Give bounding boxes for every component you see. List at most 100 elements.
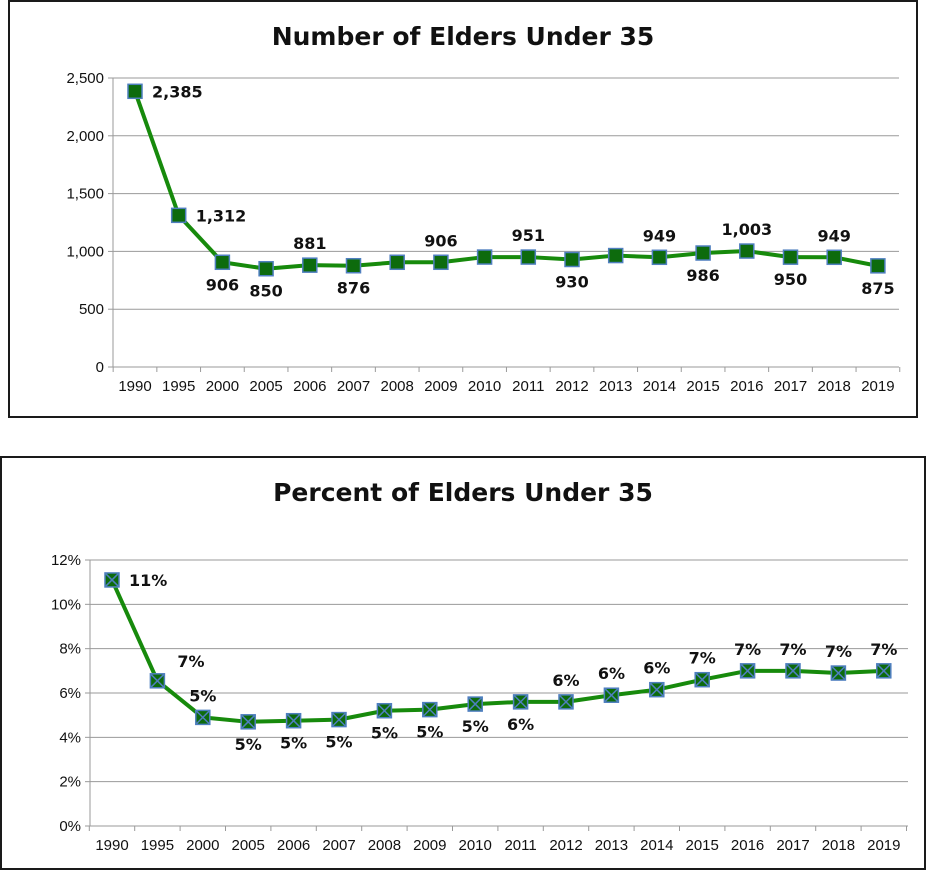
x-tick-label: 2018	[818, 378, 851, 395]
chart-title-percent: Percent of Elders Under 35	[273, 478, 653, 507]
data-label: 7%	[177, 652, 204, 671]
x-tick-label: 2007	[322, 837, 355, 854]
data-point-cross	[830, 665, 846, 681]
data-point-cross	[649, 682, 665, 698]
data-label: 881	[293, 234, 326, 253]
y-tick-label: 500	[79, 301, 104, 318]
x-tick-label: 2009	[424, 378, 457, 395]
y-tick-label: 0	[96, 359, 104, 376]
data-label: 906	[206, 275, 239, 294]
x-tick-label: 2019	[867, 837, 900, 854]
data-point	[739, 243, 755, 259]
data-label: 5%	[325, 733, 352, 752]
series-line	[110, 579, 884, 724]
x-tick-label: 2012	[549, 837, 582, 854]
data-point-cross	[513, 694, 529, 710]
data-point	[520, 249, 537, 265]
data-label: 5%	[371, 724, 398, 743]
x-tick-label: 2011	[512, 378, 544, 395]
y-tick-label: 1,500	[66, 186, 104, 203]
data-label: 7%	[734, 640, 761, 659]
data-point-cross	[331, 712, 347, 728]
data-point	[302, 257, 318, 273]
x-tick-label: 2007	[337, 378, 370, 395]
data-label: 7%	[689, 649, 716, 668]
x-tick-label: 2015	[686, 837, 719, 854]
data-point	[651, 249, 668, 266]
series-line	[133, 90, 879, 271]
data-point	[695, 245, 711, 261]
data-point-cross	[876, 663, 892, 679]
y-tick-label: 8%	[59, 641, 81, 658]
data-point-cross	[376, 703, 392, 719]
y-tick-label: 1,000	[66, 243, 104, 260]
data-label: 7%	[825, 642, 852, 661]
data-point	[607, 247, 624, 264]
data-label: 850	[249, 282, 282, 301]
y-tick-label: 2,000	[66, 128, 104, 145]
x-tick-label: 2011	[504, 837, 536, 854]
chart-title-number: Number of Elders Under 35	[271, 22, 655, 51]
data-label: 930	[555, 272, 588, 291]
data-label: 5%	[280, 734, 307, 753]
data-point	[870, 258, 886, 274]
data-point	[476, 249, 493, 265]
data-point-cross	[694, 672, 710, 688]
y-tick-label: 10%	[51, 596, 81, 613]
data-label: 7%	[870, 640, 897, 659]
x-tick-label: 2014	[643, 378, 676, 395]
y-tick-label: 4%	[59, 729, 81, 746]
line-chart-number: 0 500 1,000 1,500 2,000 2,500 1990 1995 2000 2005…	[66, 70, 901, 395]
x-tick-label: 1990	[118, 378, 151, 395]
x-tick-label: 2019	[861, 378, 894, 395]
x-tick-label: 2008	[381, 378, 414, 395]
data-point-cross	[149, 673, 165, 689]
y-tick-label: 0%	[59, 818, 81, 835]
data-point-cross	[603, 687, 619, 703]
x-tick-label: 2006	[277, 837, 310, 854]
data-label: 5%	[235, 735, 262, 754]
data-label: 6%	[598, 664, 625, 683]
data-label: 951	[512, 226, 545, 245]
data-label: 950	[774, 270, 807, 289]
x-tick-label: 2015	[686, 378, 719, 395]
data-label: 986	[686, 266, 719, 285]
chart-panel-number: Number of Elders Under 35 0 500 1,000 1,500…	[8, 0, 918, 418]
chart-panel-percent: Percent of Elders Under 35 0% 2% 4% 6% 8% 10%…	[0, 456, 926, 870]
data-point-cross	[422, 702, 438, 718]
data-label: 906	[424, 231, 457, 250]
data-point	[564, 251, 580, 268]
data-label: 6%	[552, 671, 579, 690]
data-label: 6%	[643, 659, 670, 678]
data-label: 5%	[462, 717, 489, 736]
data-label: 7%	[779, 640, 806, 659]
x-tick-label: 2016	[731, 837, 764, 854]
x-tick-label: 2006	[293, 378, 326, 395]
data-point-cross	[558, 694, 574, 710]
data-label: 949	[643, 226, 676, 245]
x-tick-label: 1990	[95, 837, 128, 854]
data-label: 11%	[129, 571, 167, 590]
data-point-cross	[195, 709, 211, 725]
data-point-cross	[740, 663, 756, 679]
x-tick-label: 2009	[413, 837, 446, 854]
x-tick-label: 2010	[459, 837, 492, 854]
data-point-cross	[467, 696, 483, 712]
y-tick-label: 12%	[51, 552, 81, 569]
x-tick-label: 2016	[730, 378, 763, 395]
data-label: 1,003	[721, 220, 772, 239]
y-tick-label: 6%	[59, 685, 81, 702]
x-tick-label: 2005	[232, 837, 265, 854]
x-tick-label: 2014	[640, 837, 673, 854]
x-tick-label: 2017	[776, 837, 809, 854]
line-chart-percent: 0% 2% 4% 6% 8% 10% 12% 1990 1995 2000 2005 2006 2007…	[51, 552, 908, 854]
x-tick-label: 2012	[555, 378, 588, 395]
data-label: 1,312	[196, 206, 247, 225]
data-point	[433, 254, 449, 271]
x-tick-label: 1995	[141, 837, 174, 854]
data-label: 949	[817, 226, 850, 245]
data-point	[214, 254, 231, 271]
data-point-cross	[785, 663, 801, 679]
data-point	[782, 249, 799, 265]
x-tick-label: 2013	[599, 378, 632, 395]
